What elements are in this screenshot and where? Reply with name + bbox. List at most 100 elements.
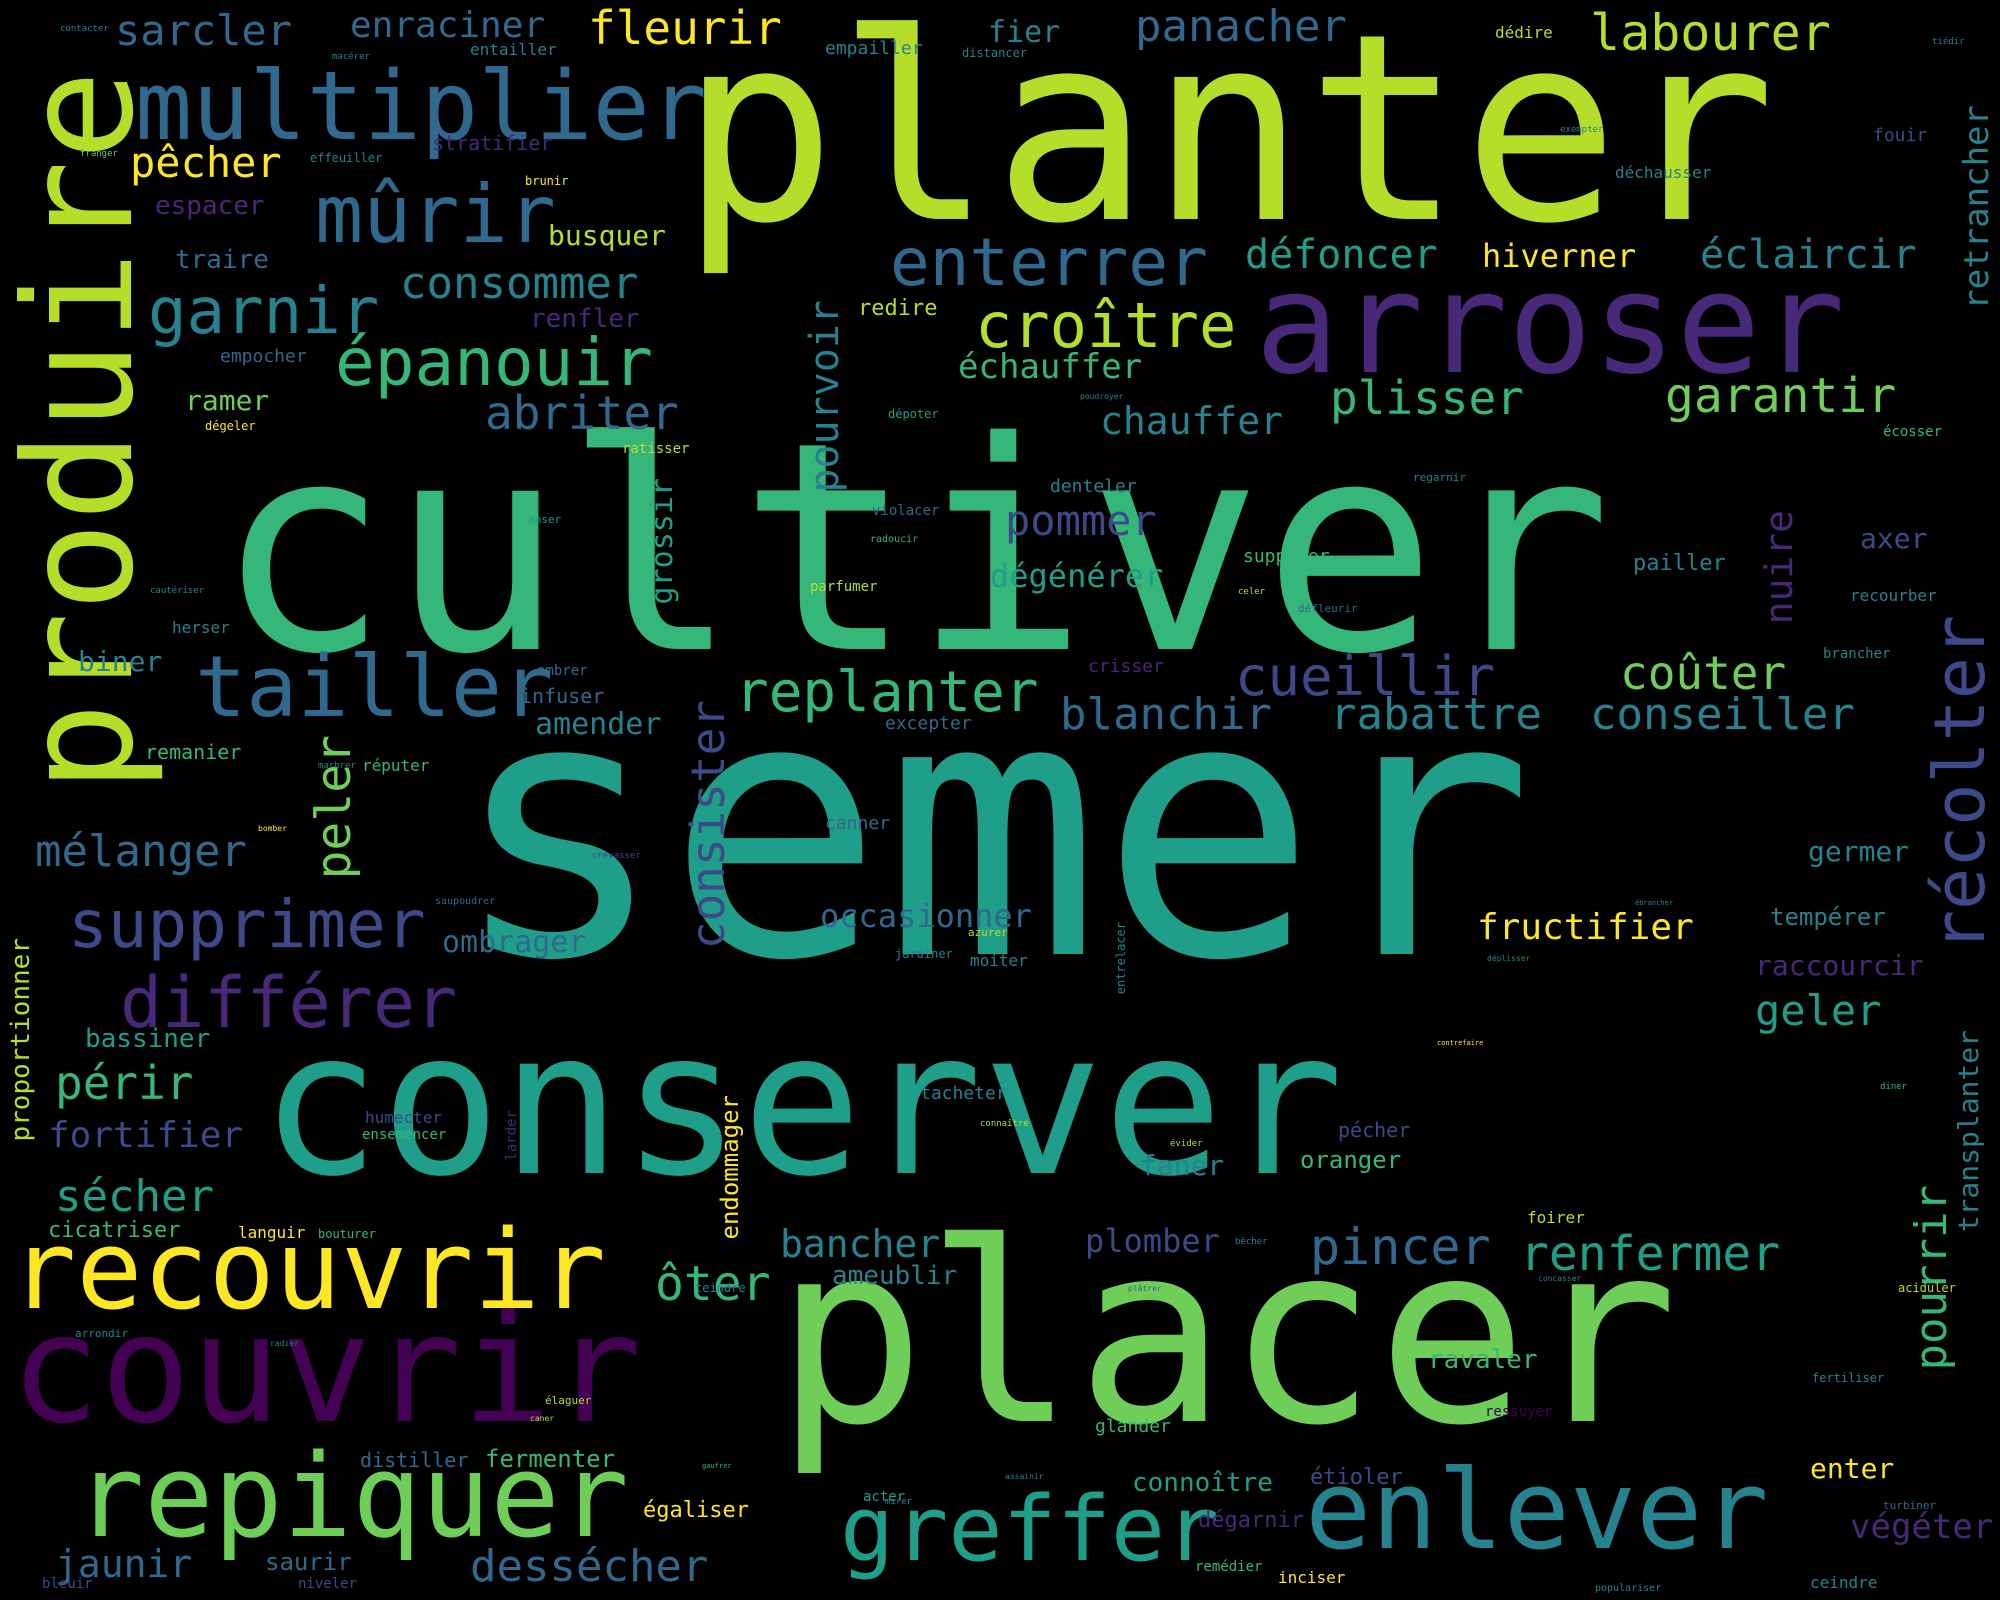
word-nuire: nuire (1757, 510, 1801, 625)
word-niveler: niveler (298, 1576, 358, 1592)
word-radier: radier (270, 1339, 299, 1348)
word-infuser: infuser (520, 684, 605, 708)
word-oranger: oranger (1300, 1146, 1402, 1174)
word-aciduler: aciduler (1898, 1281, 1956, 1295)
word-biner: biner (78, 645, 163, 678)
word-ameublir: ameublir (832, 1261, 958, 1291)
word-fructifier: fructifier (1477, 907, 1694, 948)
word-recouvrir: recouvrir (10, 1206, 607, 1334)
word-cautériser: cautériser (150, 586, 205, 596)
word-dégénérer: dégénérer (990, 557, 1164, 595)
word-renfler: renfler (530, 304, 640, 334)
word-redire: redire (858, 296, 938, 321)
word-jardiner: jardiner (895, 947, 953, 961)
word-canner: canner (825, 813, 891, 834)
word-bomber: bomber (258, 824, 287, 833)
word-pourrir: pourrir (1906, 1185, 1957, 1371)
word-greffer: greffer (840, 1477, 1220, 1582)
word-empocher: empocher (220, 346, 307, 367)
word-sécher: sécher (55, 1171, 214, 1222)
word-regarnir: regarnir (1413, 471, 1466, 484)
word-pincer: pincer (1310, 1218, 1491, 1276)
word-tempérer: tempérer (1770, 903, 1886, 931)
word-suppléer: suppléer (1243, 546, 1330, 567)
word-inciser: inciser (1278, 1568, 1346, 1587)
word-macérer: macérer (332, 52, 370, 62)
word-échauffer: échauffer (958, 347, 1143, 387)
word-assainir: assainir (1005, 1472, 1044, 1481)
word-fortifier: fortifier (48, 1115, 244, 1156)
word-faner: faner (1140, 1149, 1225, 1182)
word-geler: geler (1755, 986, 1882, 1035)
word-semer: semer (450, 620, 1534, 1039)
word-larder: larder (504, 1110, 520, 1161)
word-multiplier: multiplier (135, 52, 707, 162)
word-défoncer: défoncer (1245, 232, 1438, 278)
word-bouturer: bouturer (318, 1227, 376, 1241)
word-coûter: coûter (1620, 646, 1787, 700)
word-conseiller: conseiller (1590, 689, 1855, 740)
word-denteler: denteler (1050, 476, 1137, 497)
word-parfumer: parfumer (810, 579, 878, 595)
word-concasser: concasser (1538, 1274, 1582, 1283)
word-enterrer: enterrer (890, 224, 1208, 301)
word-axer: axer (1860, 522, 1928, 555)
word-fleurir: fleurir (588, 1, 782, 55)
word-diner: diner (1880, 1082, 1908, 1092)
word-ratisser: ratisser (622, 441, 690, 457)
word-proportionner: proportionner (6, 938, 36, 1142)
word-brunir: brunir (525, 174, 569, 188)
word-différer: différer (120, 962, 458, 1044)
word-périr: périr (55, 1056, 194, 1110)
word-sarcler: sarcler (115, 6, 293, 55)
word-épanouir: épanouir (335, 324, 653, 401)
word-cueillir: cueillir (1235, 645, 1496, 708)
word-blanchir: blanchir (1060, 689, 1272, 740)
word-acter: acter (863, 1489, 906, 1505)
word-populariser: populariser (1595, 1583, 1662, 1594)
word-mélanger: mélanger (35, 826, 247, 877)
word-planter: planter (680, 0, 1776, 281)
word-effeuiller: effeuiller (310, 151, 383, 165)
word-exempter: exempter (1560, 125, 1604, 135)
word-pêcher: pêcher (130, 138, 282, 187)
word-consommer: consommer (400, 258, 639, 309)
word-grossir: grossir (645, 478, 680, 605)
word-arrondir: arrondir (75, 1327, 128, 1340)
word-dépoter: dépoter (888, 407, 939, 421)
word-déplisser: déplisser (1487, 954, 1531, 963)
word-placer: placer (775, 1189, 1679, 1480)
word-récolter: récolter (1919, 615, 2000, 953)
word-peler: peler (306, 735, 362, 880)
word-brancher: brancher (1823, 646, 1891, 662)
word-cultiver: cultiver (215, 381, 1612, 718)
word-gaufrer: gaufrer (702, 1462, 732, 1470)
word-connoître: connoître (1132, 1468, 1273, 1498)
word-évider: évider (1170, 1139, 1203, 1149)
word-transplanter: transplanter (1952, 1030, 1985, 1233)
word-couvrir: couvrir (10, 1283, 643, 1457)
word-bancher: bancher (780, 1222, 941, 1266)
word-raccourcir: raccourcir (1755, 949, 1924, 982)
word-remédier: remédier (1195, 1559, 1263, 1575)
word-hiverner: hiverner (1482, 237, 1637, 275)
word-déchausser: déchausser (1615, 163, 1712, 182)
word-celer: celer (1238, 587, 1266, 597)
word-garnir: garnir (148, 275, 380, 349)
word-ravaler: ravaler (1428, 1345, 1538, 1375)
word-fouir: fouir (1873, 125, 1928, 146)
word-contrefaire: contrefaire (1437, 1039, 1484, 1047)
word-turbiner: turbiner (1883, 1499, 1936, 1512)
word-poudroyer: poudroyer (1080, 392, 1124, 401)
word-saupoudrer: saupoudrer (435, 896, 496, 907)
word-renfermer: renfermer (1520, 1226, 1781, 1282)
word-éclaircir: éclaircir (1700, 232, 1917, 278)
word-repiquer: repiquer (75, 1430, 629, 1564)
word-stratifier: stratifier (432, 131, 553, 155)
word-azurer: azurer (968, 926, 1008, 939)
word-écosser: écosser (1883, 424, 1943, 440)
word-bassiner: bassiner (85, 1024, 211, 1054)
word-germer: germer (1808, 835, 1910, 868)
word-espacer: espacer (155, 191, 265, 221)
